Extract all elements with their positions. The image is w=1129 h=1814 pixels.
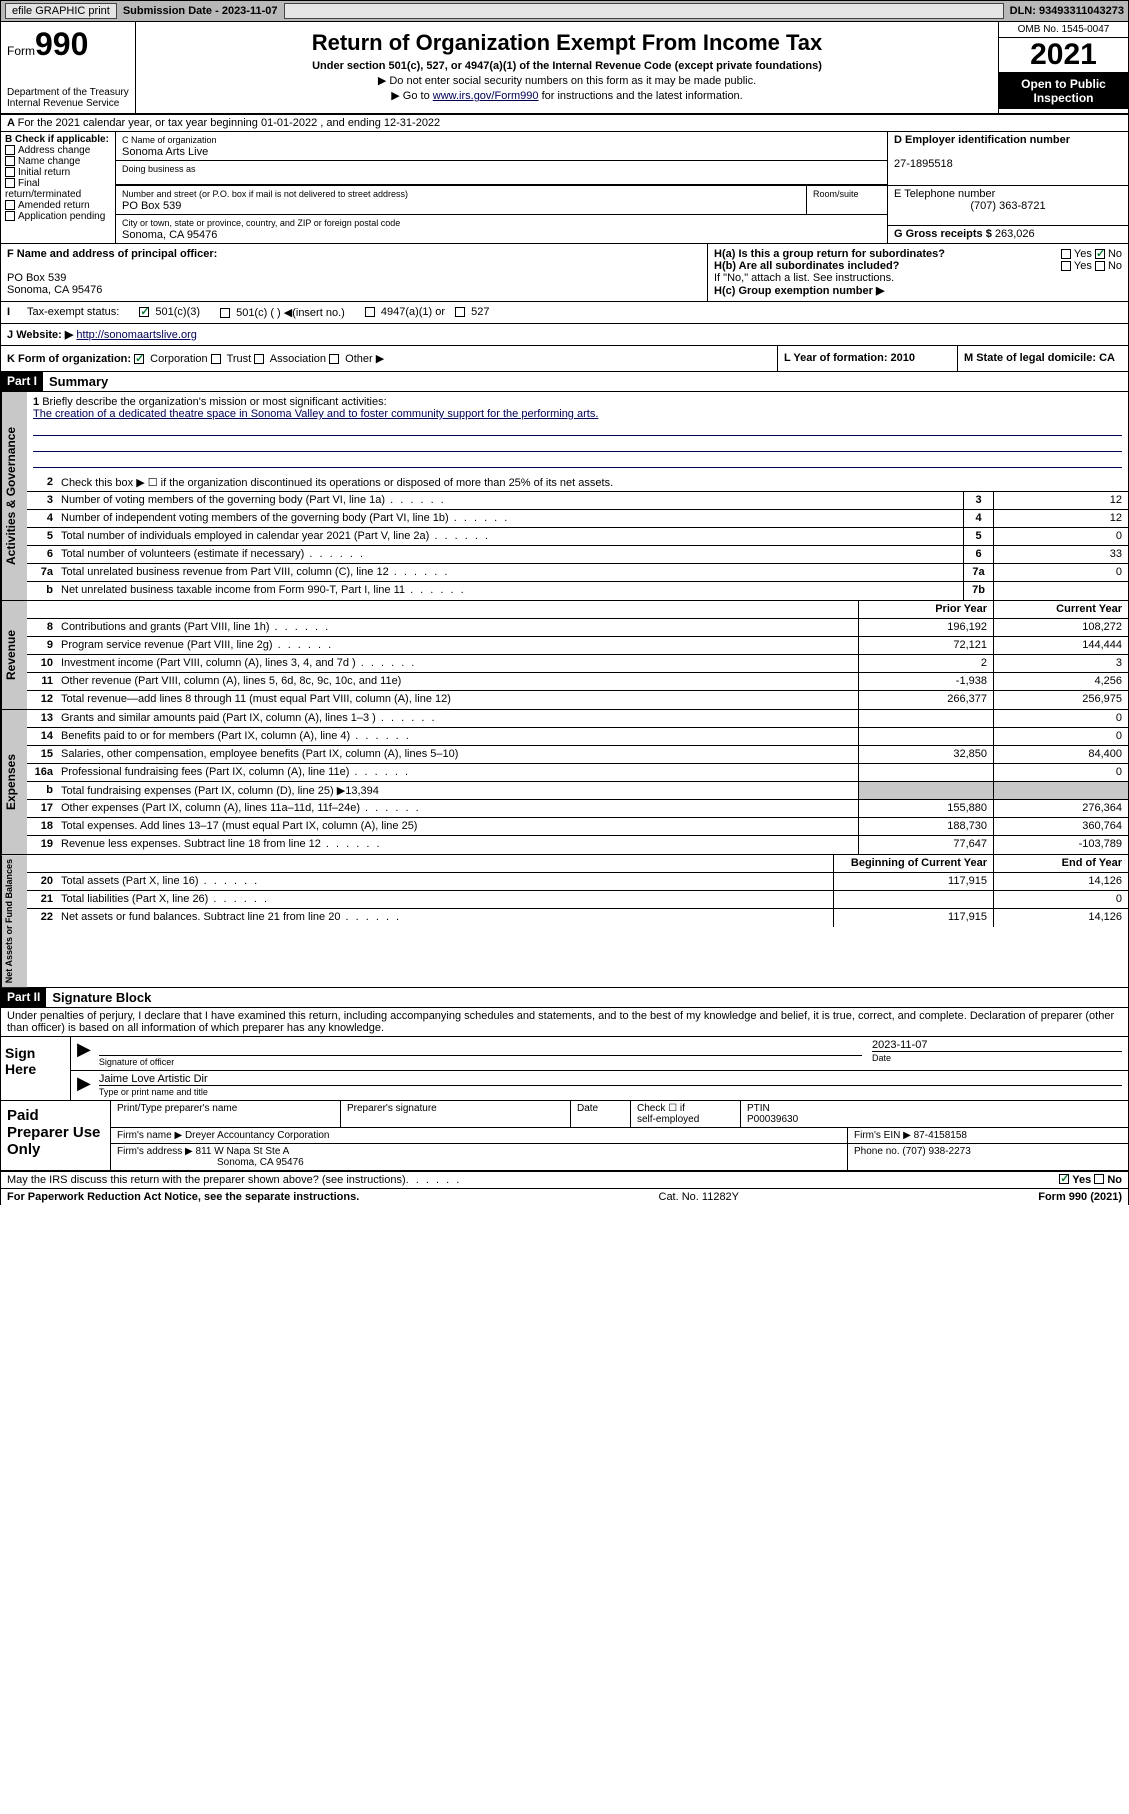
form-title: Return of Organization Exempt From Incom… [144, 30, 990, 56]
subtitle-3: ▶ Go to www.irs.gov/Form990 for instruct… [144, 89, 990, 102]
dln-label: DLN: 93493311043273 [1010, 5, 1124, 17]
subtitle-1: Under section 501(c), 527, or 4947(a)(1)… [144, 60, 990, 72]
prep-phone: (707) 938-2273 [902, 1146, 970, 1157]
part-2-header: Part II Signature Block [1, 988, 1128, 1008]
governance-tab: Activities & Governance [1, 392, 27, 600]
form-number: 990 [35, 26, 88, 62]
section-b: B Check if applicable: Address change Na… [1, 132, 116, 243]
governance-section: Activities & Governance 1 Briefly descri… [1, 392, 1128, 601]
ein-value: 27-1895518 [894, 158, 953, 170]
top-toolbar: efile GRAPHIC print Submission Date - 20… [0, 0, 1129, 22]
irs-link[interactable]: www.irs.gov/Form990 [433, 90, 539, 102]
omb-number: OMB No. 1545-0047 [999, 22, 1128, 38]
expenses-section: Expenses 13Grants and similar amounts pa… [1, 710, 1128, 855]
gross-receipts: 263,026 [995, 228, 1035, 240]
section-klm: K Form of organization: Corporation Trus… [1, 346, 1128, 372]
street-address: PO Box 539 [122, 200, 181, 212]
revenue-section: Revenue Prior YearCurrent Year 8Contribu… [1, 601, 1128, 710]
dept-label: Department of the Treasury [7, 87, 129, 98]
page-footer: For Paperwork Reduction Act Notice, see … [1, 1189, 1128, 1205]
phone-value: (707) 363-8721 [894, 200, 1122, 212]
sign-here-block: Sign Here ▶ Signature of officer 2023-11… [1, 1036, 1128, 1101]
paid-preparer-block: Paid Preparer Use Only Print/Type prepar… [1, 1101, 1128, 1172]
section-j: J Website: ▶ http://sonomaartslive.org [1, 324, 1128, 346]
section-a: A For the 2021 calendar year, or tax yea… [1, 115, 1128, 132]
submission-date-label: Submission Date - 2023-11-07 [123, 5, 278, 17]
form-header: Form990 Department of the Treasury Inter… [1, 22, 1128, 115]
section-d-label: D Employer identification number [894, 134, 1070, 146]
net-assets-tab: Net Assets or Fund Balances [1, 855, 27, 987]
firm-ein: 87-4158158 [914, 1130, 967, 1141]
section-i: I Tax-exempt status: 501(c)(3) 501(c) ( … [1, 302, 1128, 324]
tax-year: 2021 [999, 38, 1128, 73]
expenses-tab: Expenses [1, 710, 27, 854]
toolbar-spacer [284, 3, 1004, 19]
part-1-header: Part I Summary [1, 372, 1128, 392]
section-f-h: F Name and address of principal officer:… [1, 244, 1128, 302]
website-link[interactable]: http://sonomaartslive.org [76, 329, 196, 341]
net-assets-section: Net Assets or Fund Balances Beginning of… [1, 855, 1128, 988]
city-state-zip: Sonoma, CA 95476 [122, 229, 217, 241]
declaration-text: Under penalties of perjury, I declare th… [1, 1008, 1128, 1036]
ptin-value: P00039630 [747, 1114, 798, 1125]
firm-name: Dreyer Accountancy Corporation [185, 1130, 330, 1141]
entity-info-block: B Check if applicable: Address change Na… [1, 132, 1128, 244]
inspection-badge: Open to PublicInspection [999, 73, 1128, 109]
officer-name: Jaime Love Artistic Dir [99, 1073, 208, 1085]
subtitle-2: ▶ Do not enter social security numbers o… [144, 74, 990, 87]
revenue-tab: Revenue [1, 601, 27, 709]
efile-print-button[interactable]: efile GRAPHIC print [5, 3, 117, 19]
irs-label: Internal Revenue Service [7, 98, 129, 109]
discuss-row: May the IRS discuss this return with the… [1, 1172, 1128, 1189]
form-label: Form [7, 44, 35, 58]
org-name: Sonoma Arts Live [122, 146, 208, 158]
mission-text: The creation of a dedicated theatre spac… [33, 408, 598, 420]
